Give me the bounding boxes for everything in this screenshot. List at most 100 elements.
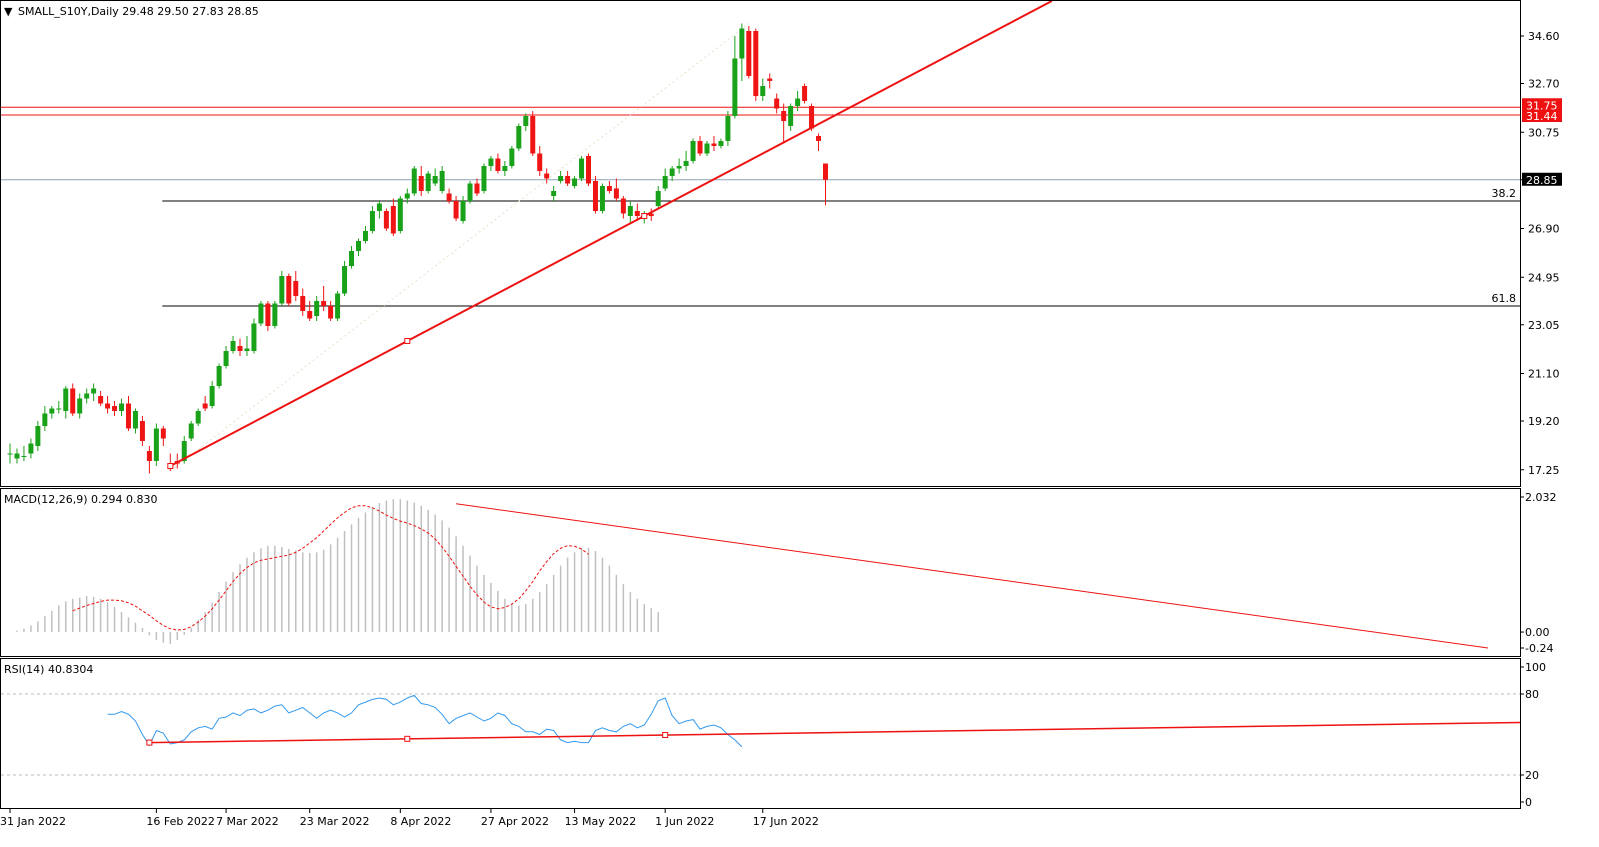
candle-body (774, 98, 780, 109)
candle-body (91, 388, 97, 394)
price-tick-label: 17.25 (1528, 464, 1560, 477)
candle-body (495, 158, 501, 171)
rsi-label: RSI(14) 40.8304 (4, 663, 93, 676)
candle-body (488, 158, 494, 166)
candle-body (349, 251, 355, 266)
candle-body (307, 311, 313, 319)
candle-body (516, 126, 522, 149)
time-tick-label: 27 Apr 2022 (481, 815, 549, 828)
level-tag (1522, 98, 1562, 112)
macd-panel[interactable] (0, 488, 1521, 657)
candle-body (390, 206, 396, 234)
candle-body (565, 176, 571, 184)
time-tick-label: 23 Mar 2022 (300, 815, 370, 828)
candle-body (627, 206, 633, 216)
trendline-anchor (167, 463, 174, 469)
candle-body (244, 348, 250, 351)
candle-body (606, 186, 612, 191)
candle-body (523, 116, 529, 126)
time-tick-label: 8 Apr 2022 (390, 815, 451, 828)
candle-body (781, 111, 787, 121)
candle-body (446, 193, 452, 201)
macd-signal-line (72, 505, 589, 631)
candle-body (251, 323, 257, 351)
time-tick-label: 13 May 2022 (565, 815, 637, 828)
candle-body (725, 116, 731, 141)
candle-body (502, 166, 508, 171)
candle-body (795, 98, 801, 106)
candle-body (655, 191, 661, 206)
candle-body (21, 456, 27, 457)
fib-level-label: 38.2 (1492, 187, 1517, 200)
price-tick-label: 24.95 (1528, 271, 1560, 284)
candle-body (7, 453, 13, 455)
candle-body (676, 166, 682, 169)
candle-body (49, 408, 55, 414)
candle-body (35, 426, 41, 446)
candle-body (28, 443, 34, 454)
candle-body (335, 293, 341, 319)
candle-body (718, 141, 724, 146)
candle-body (697, 141, 703, 154)
candle-body (265, 303, 271, 326)
candle-body (809, 106, 815, 129)
candle-body (816, 136, 822, 141)
candle-body (342, 266, 348, 294)
price-panel[interactable] (0, 0, 1521, 487)
candle-body (704, 143, 710, 154)
candle-body (432, 176, 438, 184)
time-tick-label: 17 Jun 2022 (753, 815, 819, 828)
price-tick-label: 30.75 (1528, 126, 1560, 139)
candle-body (42, 413, 48, 426)
candle-body (425, 173, 431, 191)
candle-body (216, 366, 222, 386)
candle-body (634, 211, 640, 216)
candle-body (746, 31, 752, 76)
candle-body (272, 303, 278, 326)
candle-body (620, 198, 626, 214)
time-tick-label: 7 Mar 2022 (216, 815, 279, 828)
price-tick-label: 26.90 (1528, 223, 1560, 236)
candle-body (537, 153, 543, 171)
price-tick-label: 19.20 (1528, 415, 1560, 428)
price-tick-label: 23.05 (1528, 319, 1560, 332)
fib-level-label: 61.8 (1492, 292, 1517, 305)
candle-body (802, 86, 808, 101)
candle-body (753, 31, 759, 96)
candle-body (439, 171, 445, 191)
candle-body (404, 193, 410, 199)
macd-tick-label: 2.032 (1525, 491, 1557, 504)
price-tick-label: 32.70 (1528, 78, 1560, 91)
current-price-tag-text: 28.85 (1526, 174, 1558, 187)
candle-body (63, 388, 69, 411)
level-tag-text: 31.44 (1526, 110, 1558, 123)
time-tick-label: 1 Jun 2022 (655, 815, 714, 828)
candle-body (467, 183, 473, 201)
candle-body (760, 86, 766, 96)
trendline-anchor (641, 213, 648, 219)
level-tag-text: 31.75 (1526, 99, 1558, 112)
candle-body (209, 386, 215, 406)
candle-body (376, 203, 382, 211)
candle-body (739, 28, 745, 59)
candle-body (70, 388, 76, 414)
candle-body (223, 351, 229, 366)
candle-body (822, 163, 828, 180)
candle-body (586, 156, 592, 184)
rsi-tick-label: 100 (1525, 661, 1546, 674)
candle-body (551, 191, 557, 196)
price-tick-label: 34.60 (1528, 30, 1560, 43)
trendline-anchor (404, 338, 411, 344)
candle-body (690, 141, 696, 161)
candle-body (481, 166, 487, 191)
candle-body (321, 301, 327, 306)
candle-body (84, 393, 90, 399)
candle-body (683, 161, 689, 166)
candle-body (711, 143, 717, 146)
candle-body (237, 346, 243, 351)
candle-body (418, 176, 424, 191)
candle-body (188, 423, 194, 439)
candle-body (592, 181, 598, 211)
candle-body (202, 403, 208, 409)
